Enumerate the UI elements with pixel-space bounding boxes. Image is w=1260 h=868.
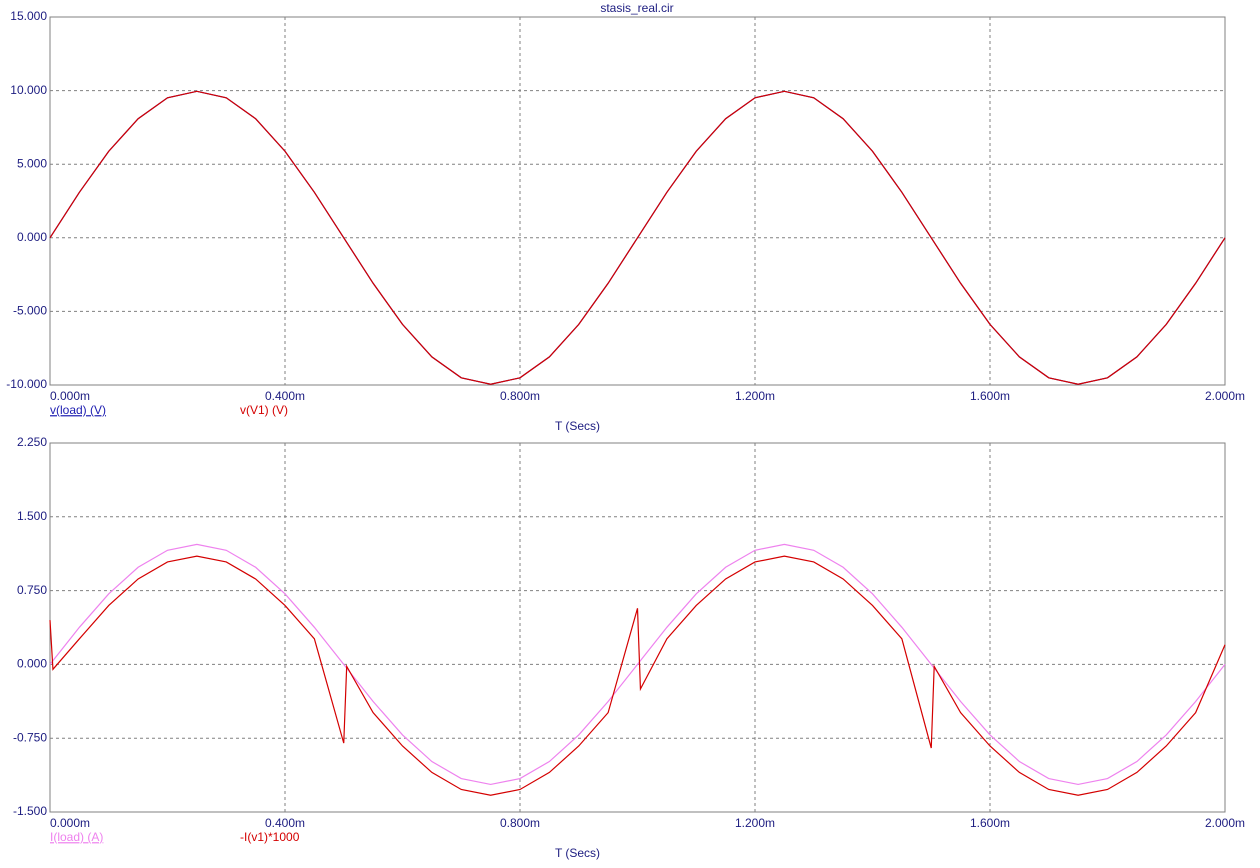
y-tick-label: 0.750: [17, 583, 47, 597]
x-tick-label: 2.000m: [1205, 816, 1245, 830]
x-tick-label: 1.200m: [735, 816, 775, 830]
y-tick-label: 5.000: [17, 156, 47, 170]
x-tick-label: 1.600m: [970, 816, 1010, 830]
series-line: [49, 555, 1226, 796]
y-tick-label: -1.500: [13, 804, 47, 818]
x-tick-label: 2.000m: [1205, 389, 1245, 403]
legend-entry: -I(v1)*1000: [240, 830, 300, 844]
y-tick-label: -5.000: [13, 304, 47, 318]
legend-entry: I(load) (A): [50, 830, 103, 844]
series-line: [49, 90, 1226, 385]
y-tick-label: 0.000: [17, 657, 47, 671]
series-line: [49, 543, 1226, 786]
x-axis-title: T (Secs): [555, 419, 600, 433]
x-tick-label: 1.600m: [970, 389, 1010, 403]
plot-frame: [49, 16, 1226, 386]
x-tick-label: 0.400m: [265, 389, 305, 403]
x-tick-label: 0.000m: [50, 389, 90, 403]
legend-entry: v(load) (V): [50, 403, 106, 417]
chart-title: stasis_real.cir: [600, 1, 673, 15]
x-tick-label: 0.800m: [500, 816, 540, 830]
y-tick-label: 2.250: [17, 435, 47, 449]
y-tick-label: 1.500: [17, 509, 47, 523]
x-tick-label: 1.200m: [735, 389, 775, 403]
legend-entry: v(V1) (V): [240, 403, 288, 417]
y-tick-label: 10.000: [10, 83, 47, 97]
x-tick-label: 0.000m: [50, 816, 90, 830]
x-tick-label: 0.400m: [265, 816, 305, 830]
y-tick-label: -10.000: [6, 377, 47, 391]
y-tick-label: 0.000: [17, 230, 47, 244]
y-tick-label: 15.000: [10, 9, 47, 23]
x-axis-title: T (Secs): [555, 846, 600, 860]
y-tick-label: -0.750: [13, 730, 47, 744]
x-tick-label: 0.800m: [500, 389, 540, 403]
